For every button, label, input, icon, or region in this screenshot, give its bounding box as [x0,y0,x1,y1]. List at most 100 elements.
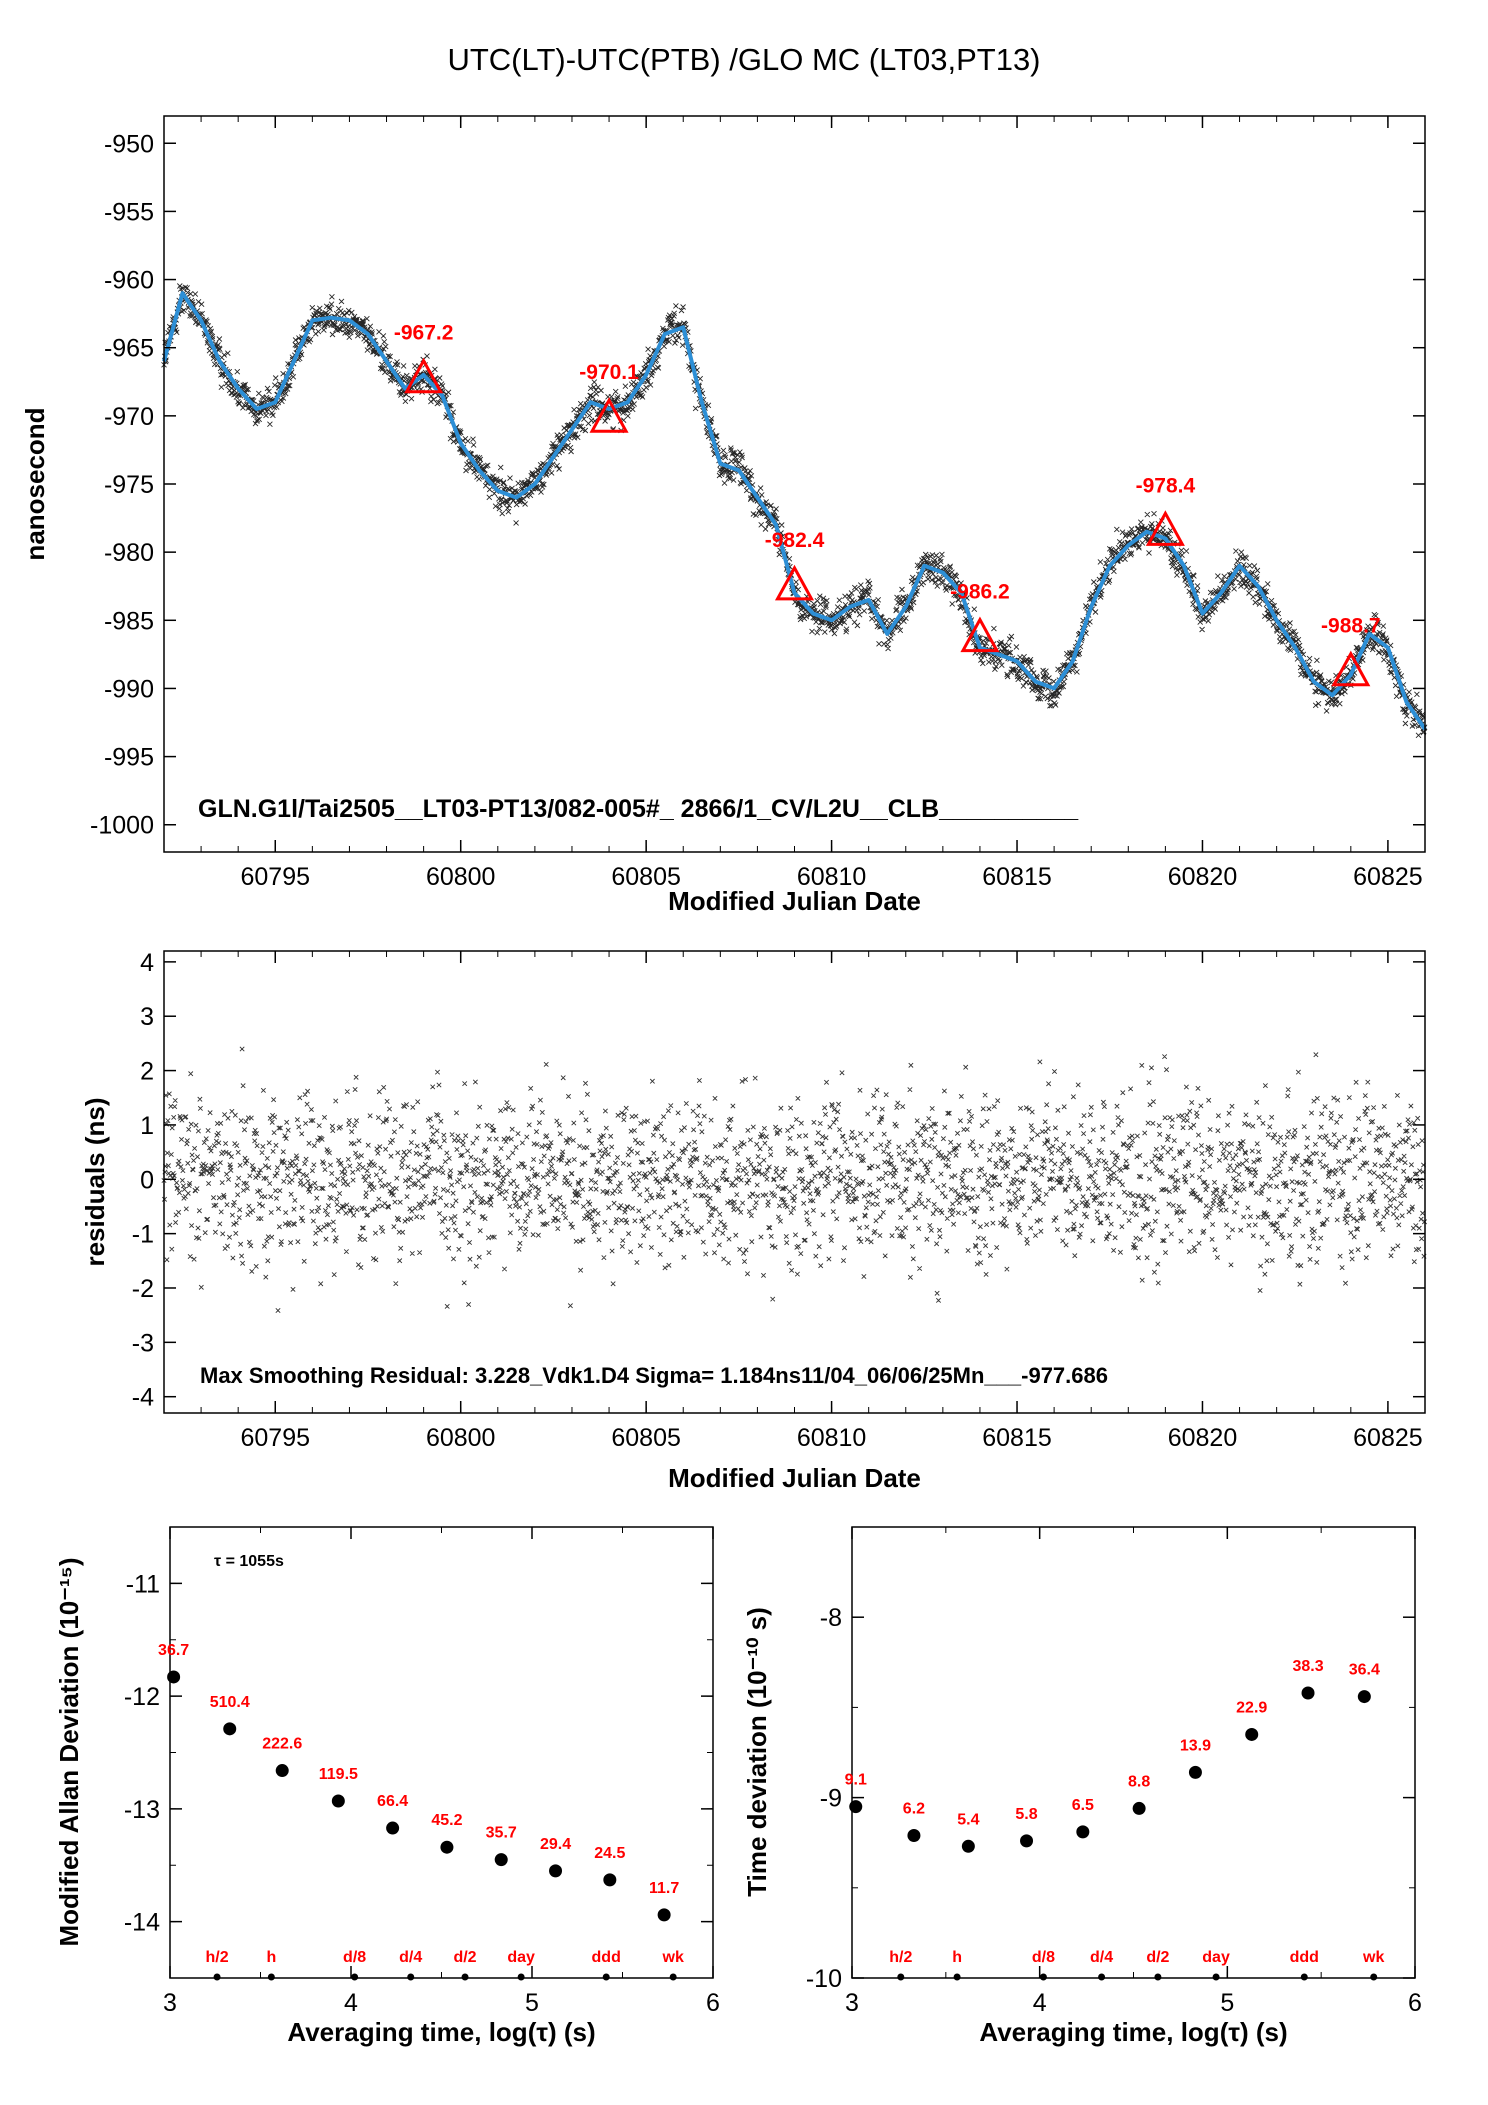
mdev-xtick-label: 4 [344,1989,358,2017]
resid-xtick-label: 60825 [1353,1424,1423,1452]
mdev-interval-label: h/2 [205,1949,228,1966]
mdev-data-point [657,1908,671,1922]
mdev-point-label: 45.2 [431,1812,462,1829]
tdev-interval-dot [1300,1973,1308,1981]
mdev-data-point [167,1670,181,1684]
resid-xtick-label: 60815 [982,1424,1052,1452]
main-xtick-label: 60805 [611,863,681,891]
resid-ytick-label: -2 [132,1275,154,1303]
mdev-point-label: 510.4 [210,1694,250,1711]
tdev-interval-label: h [952,1949,962,1966]
marker-value-label: -988.7 [1321,615,1381,638]
mdev-interval-label: wk [662,1949,684,1966]
tau-sample-interval: τ = 1055s [214,1553,284,1570]
mdev-y-axis-label: Modified Allan Deviation (10⁻¹⁵) [54,1558,84,1947]
tdev-interval-dot [1039,1973,1047,1981]
main-time-series-plot: -967.2 -970.1 -982.4 -986.2 -978.4 -988.7 6079… [20,115,1428,916]
tdev-ytick-label: -10 [806,1965,842,1993]
main-x-axis-label: Modified Julian Date [668,886,921,916]
mdev-interval-label: ddd [592,1949,621,1966]
tdev-data-point [1076,1825,1090,1839]
main-ytick-label: -960 [104,267,154,295]
main-ytick-label: -975 [104,471,154,499]
triangle-marker [589,397,629,433]
mdev-point-label: 36.7 [158,1642,189,1659]
main-ytick-label: -990 [104,675,154,703]
tdev-data-point [1301,1686,1315,1700]
mdev-data-point [386,1821,400,1835]
mdev-xtick-label: 5 [525,1989,539,2017]
resid-xtick-label: 60810 [797,1424,867,1452]
residuals-plot: 60795 60800 60805 60810 60815 60820 60825 4 3 2 1 0… [80,949,1428,1493]
triangle-marker [1331,650,1371,687]
mdev-data-point [440,1840,454,1854]
tdev-interval-dot [1098,1973,1106,1981]
main-ytick-label: -965 [104,335,154,363]
tdev-interval-label: day [1202,1949,1230,1966]
resid-y-axis-label: residuals (ns) [80,1097,110,1266]
tdev-point-label: 8.8 [1128,1773,1150,1790]
mdev-point-label: 24.5 [594,1845,625,1862]
mdev-ytick-label: -11 [126,1570,160,1598]
page-title: UTC(LT)-UTC(PTB) /GLO MC (LT03,PT13) [447,42,1041,77]
tdev-xtick-label: 6 [1408,1989,1422,2017]
resid-xtick-label: 60820 [1168,1424,1238,1452]
main-ytick-label: -985 [104,607,154,635]
mdev-interval-dot [461,1973,469,1981]
tdev-frame [851,1526,1416,1979]
triangle-marker [774,564,815,601]
marker-value-label: -986.2 [950,581,1010,604]
resid-xtick-label: 60805 [611,1424,681,1452]
mdev-interval-label: h [266,1949,276,1966]
main-frame [163,115,1426,853]
mdev-data-point [549,1864,563,1878]
tdev-interval-label: wk [1362,1949,1384,1966]
resid-info-text: Max Smoothing Residual: 3.228_Vdk1.D4 Si… [200,1363,1108,1388]
mdev-interval-label: day [507,1949,535,1966]
mdev-interval-label: d/8 [343,1949,366,1966]
mdev-interval-dot [213,1973,221,1981]
mdev-point-label: 222.6 [262,1736,302,1753]
mdev-interval-label: d/2 [453,1949,476,1966]
tdev-interval-dot [1212,1973,1220,1981]
mdev-x-axis-label: Averaging time, log(τ) (s) [287,2017,595,2047]
tdev-data-point [907,1828,921,1842]
time-deviation-plot: 3 4 5 6 -8 -9 -10 9.1 6.2 5.4 5.8 6.5 8.8 13.9 22.9 38.… [742,1526,1422,2047]
marker-value-label: -978.4 [1136,474,1196,497]
resid-ytick-label: -1 [132,1221,154,1249]
resid-ytick-label: 4 [140,949,154,977]
resid-x-axis-label: Modified Julian Date [668,1463,921,1493]
main-ytick-label: -1000 [90,812,154,840]
mdev-ytick-label: -12 [124,1683,160,1711]
tdev-y-axis-label: Time deviation (10⁻¹⁰ s) [742,1607,772,1897]
triangle-marker [1145,510,1185,546]
mdev-data-point [494,1853,508,1867]
tdev-point-label: 9.1 [845,1772,867,1789]
resid-xtick-label: 60795 [240,1424,310,1452]
marker-value-label: -967.2 [394,322,454,345]
tdev-data-point [1188,1765,1202,1779]
mdev-point-label: 29.4 [540,1836,571,1853]
resid-ytick-label: -4 [132,1384,154,1412]
main-ytick-label: -950 [104,130,154,158]
main-ytick-label: -995 [104,744,154,772]
tdev-point-label: 36.4 [1349,1662,1380,1679]
tdev-xtick-label: 4 [1033,1989,1047,2017]
main-xtick-label: 60795 [240,863,310,891]
residual-data-points [161,1046,1428,1314]
tdev-interval-dot [953,1973,961,1981]
tdev-data-point [1020,1834,1034,1848]
tdev-point-label: 5.4 [957,1811,979,1828]
triangle-marker [404,357,444,394]
mdev-interval-dot [517,1973,525,1981]
main-ytick-label: -955 [104,198,154,226]
resid-ytick-label: -3 [132,1329,154,1357]
main-xtick-label: 60820 [1168,863,1238,891]
marker-value-label: -982.4 [765,529,825,552]
resid-xtick-label: 60800 [426,1424,496,1452]
main-ytick-label: -970 [104,403,154,431]
tdev-interval-label: h/2 [889,1949,912,1966]
resid-ytick-label: 2 [140,1058,154,1086]
tdev-x-axis-label: Averaging time, log(τ) (s) [979,2017,1287,2047]
